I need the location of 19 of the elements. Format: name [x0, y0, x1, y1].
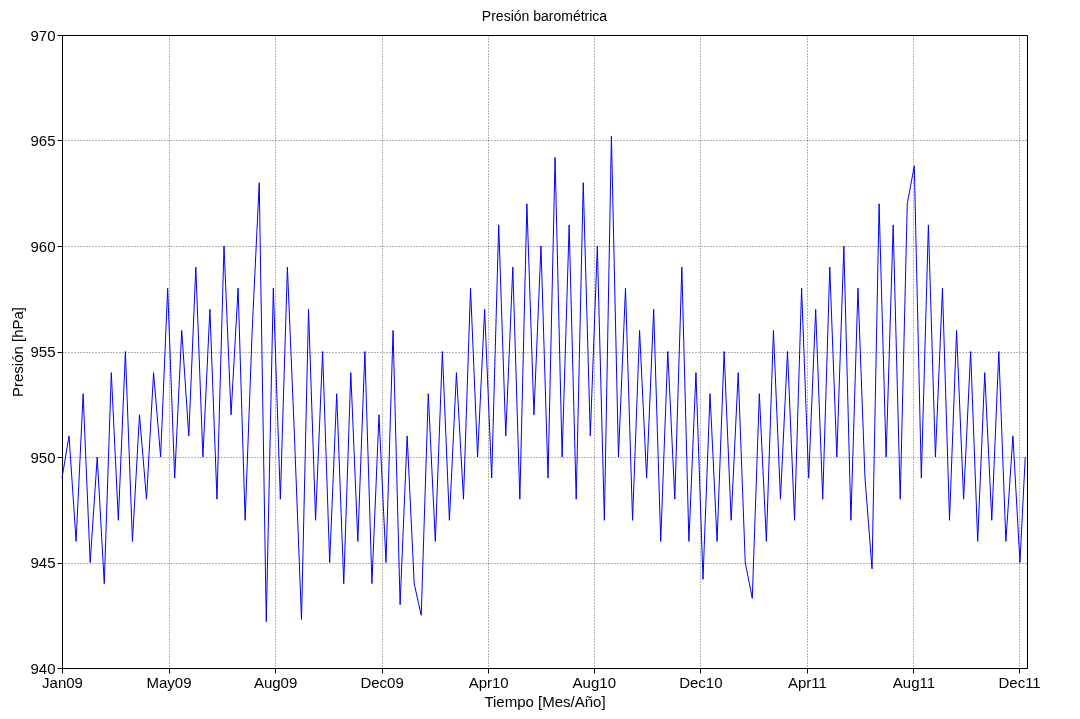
y-axis-title: Presión [hPa]	[9, 306, 27, 398]
x-tick-label: May09	[146, 673, 192, 691]
x-tick-label: Dec09	[360, 673, 404, 691]
y-tick-label: 945	[30, 554, 56, 571]
x-tick-label: Dec11	[998, 673, 1041, 691]
chart-title: Presión barométrica	[481, 8, 608, 24]
y-tick-label: 955	[30, 343, 56, 360]
line-series	[61, 135, 1026, 623]
y-tick-label: 950	[30, 448, 56, 466]
x-tick-label: Apr10	[468, 673, 509, 691]
x-tick-label: Aug10	[572, 673, 616, 691]
x-tick-label: Aug11	[892, 673, 936, 691]
x-tick-label: Aug09	[253, 673, 298, 691]
y-tick-label: 970	[30, 26, 56, 44]
x-tick-label: Dec10	[679, 673, 723, 691]
y-tick-label: 965	[30, 132, 56, 149]
x-tick-label: Apr11	[787, 673, 827, 691]
y-tick-label: 960	[30, 237, 56, 255]
x-axis-title: Tiempo [Mes/Año]	[484, 692, 606, 710]
